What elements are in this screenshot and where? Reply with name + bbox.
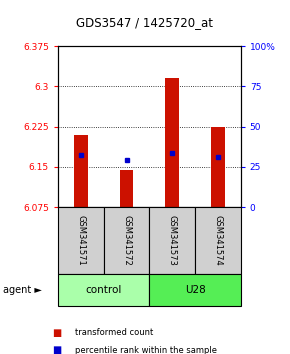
Text: ■: ■ [52,346,61,354]
Text: transformed count: transformed count [75,328,154,337]
Bar [149,207,195,274]
Text: GSM341572: GSM341572 [122,215,131,266]
Bar [58,274,149,306]
Text: percentile rank within the sample: percentile rank within the sample [75,346,218,354]
Text: GSM341571: GSM341571 [76,215,85,266]
Bar [104,207,149,274]
Bar [58,207,104,274]
Text: U28: U28 [185,285,205,295]
Text: agent ►: agent ► [3,285,42,295]
Text: GSM341574: GSM341574 [213,215,222,266]
Bar [165,78,179,207]
Bar [195,207,241,274]
Bar [74,135,88,207]
Text: control: control [86,285,122,295]
Text: GSM341573: GSM341573 [168,215,177,266]
Text: ■: ■ [52,328,61,338]
Text: GDS3547 / 1425720_at: GDS3547 / 1425720_at [77,16,213,29]
Bar [211,126,225,207]
Bar [149,274,241,306]
Bar [120,170,133,207]
